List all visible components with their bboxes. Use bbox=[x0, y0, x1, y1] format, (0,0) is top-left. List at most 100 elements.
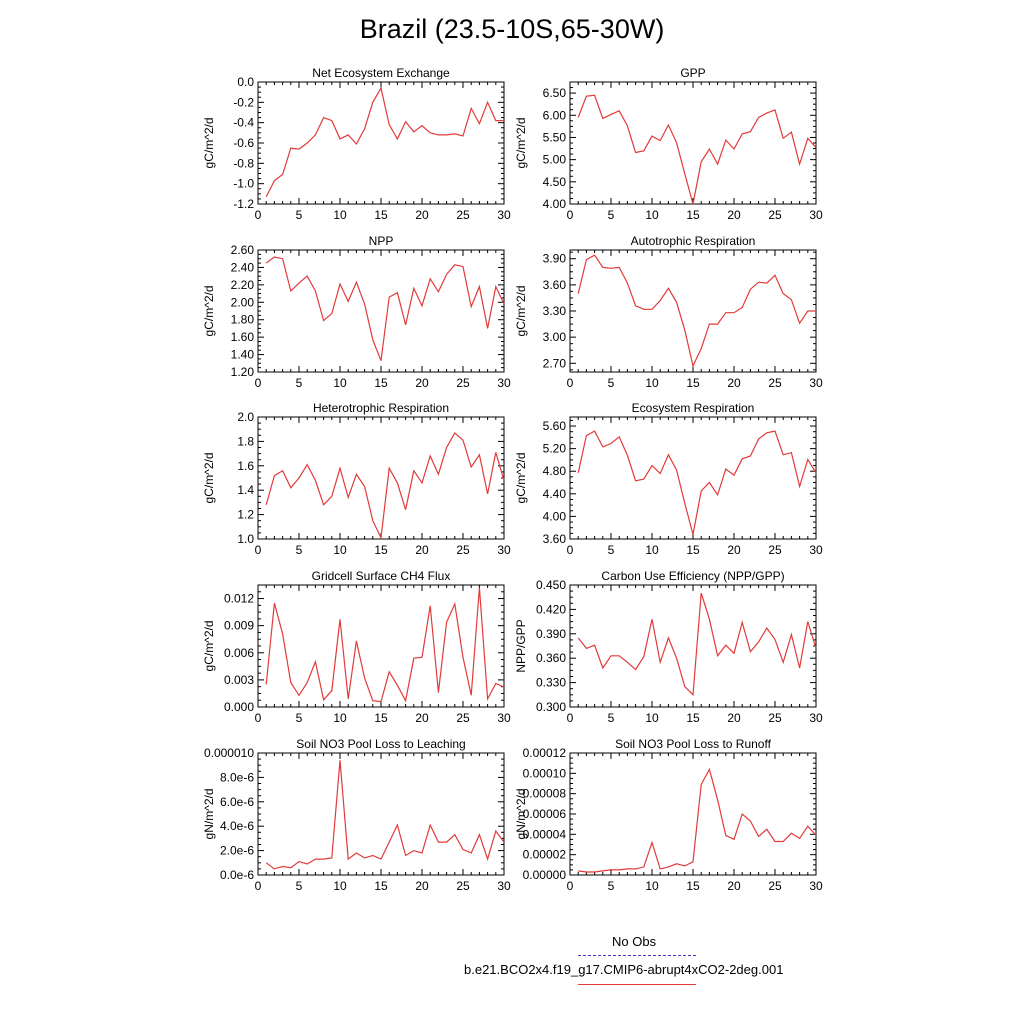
x-tick-label: 5 bbox=[296, 208, 303, 222]
x-tick-label: 20 bbox=[727, 543, 741, 557]
y-tick-label: -1.0 bbox=[233, 177, 254, 191]
y-tick-label: 1.2 bbox=[237, 508, 254, 522]
x-tick-label: 30 bbox=[497, 879, 511, 893]
plot-title: Carbon Use Efficiency (NPP/GPP) bbox=[601, 569, 784, 583]
y-tick-label: 0.000010 bbox=[204, 746, 254, 760]
x-tick-label: 0 bbox=[255, 543, 262, 557]
series-line bbox=[265, 431, 505, 540]
y-axis-label: gC/m^2/d bbox=[514, 453, 528, 504]
y-tick-label: -0.8 bbox=[233, 156, 254, 170]
x-tick-label: 25 bbox=[456, 711, 470, 725]
y-tick-label: 0.00010 bbox=[523, 766, 567, 780]
x-tick-label: 30 bbox=[809, 376, 823, 390]
x-tick-label: 0 bbox=[567, 879, 574, 893]
y-tick-label: 5.00 bbox=[543, 153, 567, 167]
y-axis-label: gC/m^2/d bbox=[514, 118, 528, 169]
y-tick-label: 0.012 bbox=[224, 592, 254, 606]
x-tick-label: 0 bbox=[567, 208, 574, 222]
chart-10: Soil NO3 Pool Loss to Runoff gN/m^2/d 0 5 10… bbox=[514, 737, 823, 893]
x-tick-label: 15 bbox=[686, 208, 700, 222]
x-tick-label: 15 bbox=[374, 879, 388, 893]
x-tick-label: 0 bbox=[255, 879, 262, 893]
x-tick-label: 30 bbox=[497, 711, 511, 725]
y-tick-label: -1.2 bbox=[233, 197, 254, 211]
y-tick-label: -0.6 bbox=[233, 136, 254, 150]
y-tick-label: 1.80 bbox=[231, 313, 255, 327]
y-tick-label: 0.000 bbox=[224, 700, 254, 714]
y-axis-label: gC/m^2/d bbox=[514, 286, 528, 337]
plot-frame bbox=[257, 81, 505, 205]
series-line bbox=[577, 254, 816, 368]
x-tick-label: 5 bbox=[296, 543, 303, 557]
y-tick-label: 0.00006 bbox=[523, 807, 567, 821]
y-axis-label: gN/m^2/d bbox=[514, 789, 528, 840]
y-tick-label: 0.390 bbox=[536, 627, 566, 641]
plot-title: Soil NO3 Pool Loss to Leaching bbox=[296, 737, 465, 751]
y-tick-label: 0.360 bbox=[536, 651, 566, 665]
x-tick-label: 0 bbox=[567, 543, 574, 557]
x-tick-label: 5 bbox=[608, 543, 615, 557]
y-tick-label: 0.00002 bbox=[523, 848, 567, 862]
y-tick-label: 0.330 bbox=[536, 676, 566, 690]
y-tick-label: 6.0e-6 bbox=[220, 795, 254, 809]
plot-frame bbox=[257, 416, 505, 540]
y-tick-label: 1.20 bbox=[231, 365, 255, 379]
y-tick-label: 5.50 bbox=[543, 130, 567, 144]
y-tick-label: 1.8 bbox=[237, 434, 254, 448]
y-tick-label: 4.50 bbox=[543, 175, 567, 189]
y-tick-label: 3.30 bbox=[543, 304, 567, 318]
chart-1: Net Ecosystem Exchange gC/m^2/d 0 5 10 15 20 25… bbox=[202, 66, 511, 222]
x-tick-label: 5 bbox=[608, 208, 615, 222]
plot-title: Heterotrophic Respiration bbox=[313, 401, 449, 415]
x-tick-label: 15 bbox=[374, 208, 388, 222]
y-tick-label: 6.00 bbox=[543, 108, 567, 122]
x-tick-label: 10 bbox=[645, 376, 659, 390]
plot-title: Ecosystem Respiration bbox=[632, 401, 755, 415]
plot-title: Gridcell Surface CH4 Flux bbox=[312, 569, 451, 583]
series-line bbox=[265, 86, 504, 198]
x-tick-label: 10 bbox=[333, 711, 347, 725]
y-axis-label: gC/m^2/d bbox=[202, 286, 216, 337]
series-line bbox=[265, 256, 505, 361]
x-tick-label: 20 bbox=[727, 711, 741, 725]
x-tick-label: 0 bbox=[567, 711, 574, 725]
y-tick-label: 4.00 bbox=[543, 509, 567, 523]
x-tick-label: 20 bbox=[727, 376, 741, 390]
x-tick-label: 30 bbox=[497, 543, 511, 557]
x-tick-label: 0 bbox=[567, 376, 574, 390]
y-tick-label: 2.00 bbox=[231, 295, 255, 309]
y-tick-label: 0.006 bbox=[224, 646, 254, 660]
x-tick-label: 30 bbox=[497, 376, 511, 390]
plot-title: GPP bbox=[680, 66, 705, 80]
x-tick-label: 5 bbox=[608, 879, 615, 893]
x-tick-label: 10 bbox=[333, 543, 347, 557]
x-tick-label: 5 bbox=[296, 879, 303, 893]
y-axis-label: NPP/GPP bbox=[514, 619, 528, 672]
x-tick-label: 30 bbox=[809, 543, 823, 557]
x-tick-label: 30 bbox=[809, 208, 823, 222]
y-tick-label: 8.0e-6 bbox=[220, 770, 254, 784]
series-line bbox=[577, 430, 817, 535]
plot-frame bbox=[257, 752, 505, 876]
y-tick-label: 0.420 bbox=[536, 602, 566, 616]
y-axis-label: gN/m^2/d bbox=[202, 789, 216, 840]
figure-title: Brazil (23.5-10S,65-30W) bbox=[359, 14, 665, 44]
x-tick-label: 15 bbox=[686, 376, 700, 390]
y-tick-label: 2.0 bbox=[237, 410, 254, 424]
y-tick-label: 0.009 bbox=[224, 619, 254, 633]
x-tick-label: 5 bbox=[608, 711, 615, 725]
y-tick-label: 1.40 bbox=[231, 348, 255, 362]
y-tick-label: 2.0e-6 bbox=[220, 844, 254, 858]
x-tick-label: 5 bbox=[296, 711, 303, 725]
y-tick-label: 0.00008 bbox=[523, 787, 567, 801]
x-tick-label: 20 bbox=[727, 208, 741, 222]
y-tick-label: 2.60 bbox=[231, 243, 255, 257]
plot-frame bbox=[257, 249, 505, 373]
series-line bbox=[577, 94, 817, 205]
plot-title: NPP bbox=[369, 234, 394, 248]
x-tick-label: 25 bbox=[456, 879, 470, 893]
y-tick-label: -0.2 bbox=[233, 95, 254, 109]
x-tick-label: 5 bbox=[608, 376, 615, 390]
plot-title: Net Ecosystem Exchange bbox=[312, 66, 450, 80]
x-tick-label: 20 bbox=[415, 376, 429, 390]
